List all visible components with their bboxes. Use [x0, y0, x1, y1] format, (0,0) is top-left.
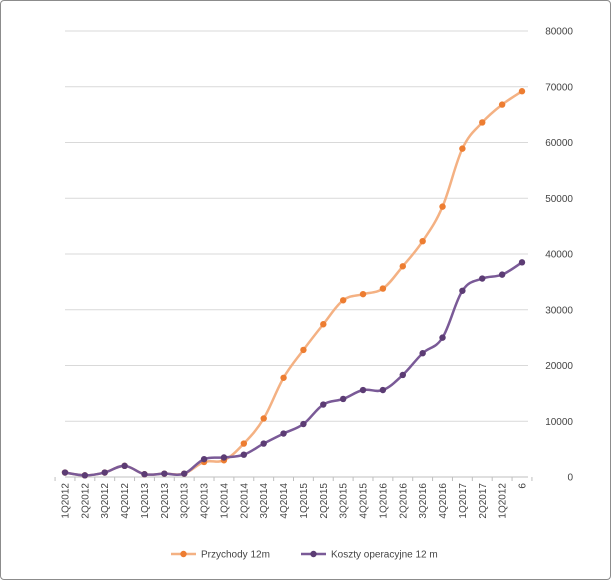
- data-point: [280, 430, 287, 437]
- y-tick-label: 30000: [545, 305, 573, 316]
- x-tick-label: 2Q2013: [160, 483, 171, 519]
- y-tick-label: 50000: [545, 194, 573, 205]
- y-tick-label: 0: [567, 473, 573, 484]
- data-point: [181, 470, 188, 477]
- x-tick-label: 1Q2017: [458, 483, 469, 519]
- x-tick-label: 1Q2016: [378, 483, 389, 519]
- data-point: [300, 346, 307, 354]
- x-tick-label: 1Q2013: [140, 483, 151, 519]
- series-line: [64, 90, 523, 477]
- legend-item: Koszty operacyjne 12 m: [301, 550, 438, 561]
- x-tick-label: 1Q2014: [219, 483, 230, 519]
- data-point: [260, 415, 267, 422]
- x-tick-label: 6: [518, 483, 529, 489]
- data-point: [81, 472, 89, 479]
- data-point: [379, 386, 387, 394]
- data-point: [498, 271, 506, 278]
- data-point: [439, 334, 446, 341]
- y-tick-label: 80000: [545, 27, 573, 38]
- data-point: [359, 386, 367, 394]
- legend-item: Przychody 12m: [171, 550, 270, 561]
- data-point: [121, 462, 128, 470]
- x-tick-label: 3Q2013: [180, 483, 191, 519]
- x-axis: 1Q2012 2Q2012 3Q2012 4Q2012 1Q2013 2Q2013 3Q20…: [54, 477, 533, 519]
- data-point: [220, 454, 228, 461]
- data-point: [300, 420, 307, 428]
- x-tick-label: 3Q2012: [100, 483, 111, 519]
- data-point: [459, 287, 466, 294]
- data-point: [339, 395, 347, 403]
- series-1: [61, 88, 526, 479]
- x-tick-label: 4Q2013: [200, 483, 211, 519]
- x-tick-label: 1Q2012: [498, 483, 509, 519]
- data-point: [498, 101, 506, 108]
- y-tick-label: 60000: [545, 138, 573, 149]
- data-point: [240, 451, 248, 458]
- x-tick-label: 4Q2016: [438, 483, 449, 519]
- x-tick-label: 2Q2014: [239, 483, 250, 519]
- series-line: [64, 261, 523, 477]
- data-point: [141, 471, 148, 478]
- series-2: [61, 259, 526, 479]
- y-tick-label: 20000: [545, 361, 573, 372]
- x-tick-label: 4Q2015: [359, 483, 370, 519]
- x-tick-label: 3Q2016: [418, 483, 429, 519]
- data-point: [320, 321, 327, 328]
- legend-marker: [180, 550, 187, 558]
- data-point: [61, 469, 69, 476]
- y-axis-ticks: 0 10000 20000 30000 40000 50000 60000 70000 8000…: [545, 27, 573, 484]
- x-tick-label: 4Q2014: [279, 483, 290, 519]
- y-tick-label: 10000: [545, 417, 573, 428]
- x-tick-label: 2Q2015: [319, 483, 330, 519]
- data-point: [101, 469, 108, 476]
- legend-marker: [310, 550, 317, 558]
- x-tick-label: 2Q2017: [478, 483, 489, 519]
- data-point: [359, 290, 367, 298]
- data-point: [518, 259, 526, 266]
- data-point: [419, 237, 426, 245]
- y-tick-label: 70000: [545, 82, 573, 93]
- data-point: [379, 285, 387, 292]
- data-point: [200, 455, 208, 463]
- x-tick-label: 1Q2012: [61, 483, 72, 519]
- data-point: [399, 371, 406, 379]
- data-point: [280, 374, 287, 381]
- data-point: [320, 401, 327, 408]
- legend-label: Koszty operacyjne 12 m: [331, 550, 438, 561]
- series-layer: [61, 88, 526, 479]
- x-tick-label: 1Q2015: [299, 483, 310, 519]
- x-tick-label: 2Q2012: [80, 483, 91, 519]
- x-tick-label: 3Q2015: [339, 483, 350, 519]
- data-point: [399, 263, 406, 270]
- gridlines: [65, 30, 528, 478]
- legend: Przychody 12m Koszty operacyjne 12 m: [171, 550, 438, 561]
- data-point: [419, 350, 426, 357]
- data-point: [339, 297, 347, 304]
- data-point: [161, 470, 168, 477]
- x-tick-label: 3Q2014: [259, 483, 270, 519]
- data-point: [260, 440, 267, 447]
- data-point: [439, 203, 446, 210]
- data-point: [479, 119, 486, 126]
- x-tick-label: 4Q2012: [120, 483, 131, 519]
- data-point: [240, 440, 248, 447]
- legend-label: Przychody 12m: [201, 550, 270, 561]
- data-point: [459, 145, 466, 152]
- data-point: [479, 275, 486, 282]
- x-tick-label: 2Q2016: [398, 483, 409, 519]
- data-point: [518, 88, 526, 95]
- y-tick-label: 40000: [545, 250, 573, 261]
